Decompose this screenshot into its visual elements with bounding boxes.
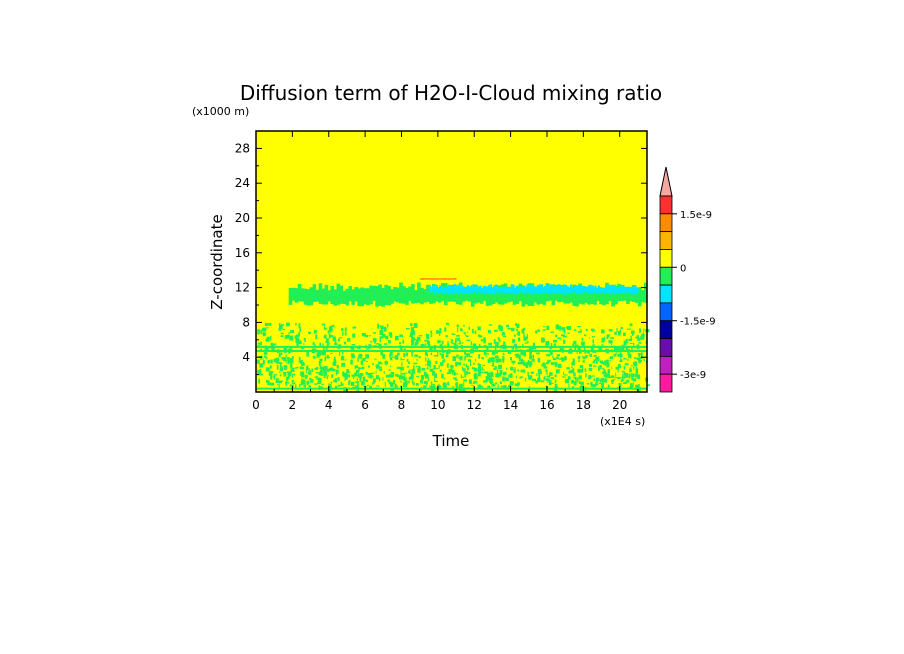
colorbar-swatch [659, 249, 673, 268]
contour-features [256, 278, 651, 393]
y-tick-label: 16 [235, 246, 250, 260]
y-axis-unit: (x1000 m) [192, 105, 249, 118]
x-tick-label: 16 [539, 398, 554, 412]
colorbar-swatch [659, 302, 673, 322]
x-tick-label: 12 [467, 398, 482, 412]
colorbar-label: 0 [680, 263, 686, 274]
x-tick-label: 6 [361, 398, 369, 412]
x-tick-label: 10 [430, 398, 445, 412]
plot-area [256, 131, 647, 392]
colorbar-extend-max [659, 166, 673, 197]
plot-frame [255, 130, 648, 393]
colorbar-label: -3e-9 [680, 370, 706, 381]
colorbar-swatch [659, 266, 673, 286]
x-tick-label: 20 [612, 398, 627, 412]
contour-region-5 [256, 345, 647, 352]
x-tick-label: 0 [252, 398, 260, 412]
colorbar: 1.5e-9 0 -1.5e-9 -3e-9 [659, 166, 716, 393]
x-tick-label: 18 [576, 398, 591, 412]
y-tick-label: 12 [235, 281, 250, 295]
colorbar-swatch [659, 338, 673, 357]
x-axis-unit: (x1E4 s) [600, 415, 645, 428]
colorbar-label: -1.5e-9 [680, 317, 716, 328]
colorbar-label: 1.5e-9 [680, 210, 712, 221]
colorbar-swatch [659, 284, 673, 304]
colorbar-swatch [659, 195, 673, 215]
y-tick-label: 8 [242, 315, 250, 329]
colorbar-swatch [659, 320, 673, 339]
surface-band [256, 387, 647, 390]
y-axis-label: Z-coordinate [208, 214, 226, 309]
x-tick-label: 8 [398, 398, 406, 412]
chart-title: Diffusion term of H2O-I-Cloud mixing rat… [240, 81, 662, 105]
x-tick-label: 14 [503, 398, 518, 412]
x-tick-label: 2 [289, 398, 297, 412]
colorbar-swatch [659, 231, 673, 250]
y-tick-label: 4 [242, 350, 250, 364]
contour-region-3 [419, 278, 457, 280]
y-tick-label: 28 [235, 141, 250, 155]
colorbar-swatch [659, 213, 673, 233]
x-tick-label: 4 [325, 398, 333, 412]
colorbar-swatch [659, 355, 673, 375]
y-tick-label: 24 [235, 176, 250, 190]
contour-region-2 [428, 284, 639, 295]
y-tick-label: 20 [235, 211, 250, 225]
colorbar-swatch [659, 373, 673, 393]
plot-background [256, 131, 647, 392]
x-axis-label: Time [432, 432, 470, 450]
